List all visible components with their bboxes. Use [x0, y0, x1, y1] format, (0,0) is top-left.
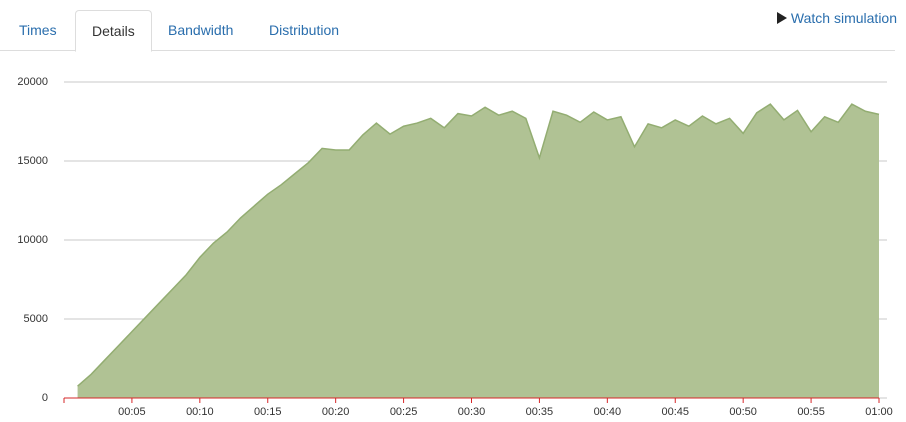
x-tick-label: 00:05 — [118, 406, 146, 418]
tab-bar: Times Details Bandwidth Distribution — [0, 0, 895, 52]
y-tick-label: 5000 — [24, 313, 48, 325]
x-tick-label: 00:10 — [186, 406, 214, 418]
tab[interactable]: Times — [19, 22, 57, 38]
y-tick-label: 15000 — [17, 155, 48, 167]
area — [77, 104, 880, 399]
x-tick-label: 00:55 — [797, 406, 825, 418]
x-tick-label: 00:30 — [458, 406, 486, 418]
x-tick-label: 00:15 — [254, 406, 282, 418]
x-tick-label: 00:50 — [729, 406, 757, 418]
tab[interactable]: Distribution — [269, 22, 340, 38]
x-tick-label: 00:20 — [322, 406, 350, 418]
area-line — [77, 103, 880, 387]
tab[interactable]: Bandwidth — [168, 22, 234, 38]
x-tick-label: 00:25 — [390, 406, 418, 418]
x-tick-label: 00:35 — [526, 406, 554, 418]
play-icon — [776, 12, 787, 24]
tab[interactable]: Details — [75, 10, 152, 52]
y-tick-label: 10000 — [17, 234, 48, 246]
watch-simulation-link[interactable]: Watch simulation — [776, 10, 897, 26]
watch-label: Watch simulation — [790, 10, 897, 26]
y-tick-label: 0 — [42, 392, 48, 404]
x-tick-label: 00:40 — [594, 406, 622, 418]
y-tick-label: 20000 — [17, 76, 48, 88]
x-tick-label: 01:00 — [865, 406, 893, 418]
x-tick-label: 00:45 — [661, 406, 689, 418]
